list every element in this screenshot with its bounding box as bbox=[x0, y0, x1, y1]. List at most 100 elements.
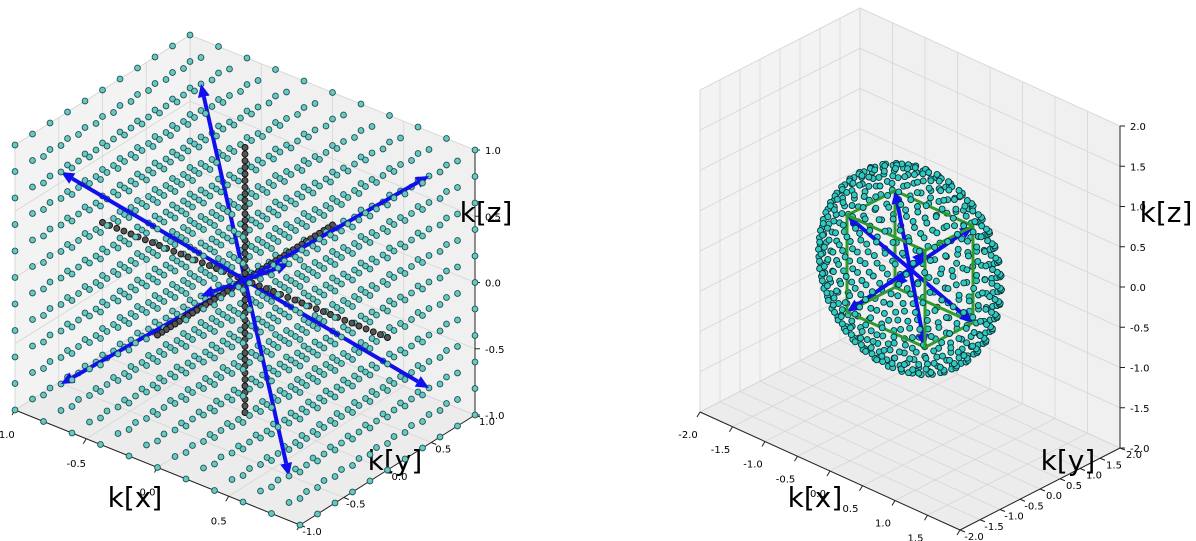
data-point bbox=[167, 344, 174, 351]
data-point bbox=[143, 229, 150, 237]
data-point bbox=[230, 121, 238, 129]
data-point bbox=[425, 278, 433, 286]
data-point bbox=[970, 329, 978, 336]
data-point bbox=[292, 333, 299, 340]
data-point bbox=[228, 370, 236, 377]
data-point bbox=[309, 242, 317, 250]
data-point bbox=[182, 396, 190, 403]
data-point bbox=[902, 270, 910, 278]
data-point bbox=[68, 403, 76, 410]
data-point bbox=[303, 461, 310, 469]
data-point bbox=[125, 267, 133, 274]
data-point bbox=[92, 252, 100, 260]
data-point bbox=[134, 64, 141, 72]
data-point bbox=[894, 316, 902, 324]
data-point bbox=[379, 410, 387, 418]
data-point bbox=[252, 378, 260, 386]
data-point bbox=[241, 183, 249, 191]
data-point bbox=[186, 111, 194, 118]
data-point bbox=[867, 304, 875, 312]
data-point bbox=[880, 309, 888, 317]
data-point bbox=[173, 151, 181, 159]
data-point bbox=[292, 359, 299, 367]
data-point bbox=[64, 214, 71, 222]
data-point bbox=[200, 279, 207, 286]
data-point bbox=[226, 65, 233, 73]
data-point bbox=[436, 354, 444, 361]
data-point bbox=[191, 87, 198, 95]
data-point bbox=[839, 247, 847, 255]
data-point bbox=[847, 331, 855, 339]
data-point bbox=[217, 241, 225, 249]
data-point bbox=[296, 389, 304, 396]
data-point bbox=[349, 276, 356, 284]
data-point bbox=[257, 222, 264, 230]
data-point bbox=[338, 280, 345, 288]
data-point bbox=[915, 247, 923, 255]
data-point bbox=[320, 344, 328, 352]
data-point bbox=[285, 340, 293, 347]
data-point bbox=[272, 278, 279, 285]
y-tick-label: 2.0 bbox=[1126, 450, 1142, 461]
data-point bbox=[984, 237, 992, 245]
data-point bbox=[872, 193, 880, 201]
data-point bbox=[202, 216, 209, 223]
data-point bbox=[857, 334, 865, 342]
data-point bbox=[257, 461, 264, 468]
data-point bbox=[862, 347, 870, 355]
data-point bbox=[973, 243, 981, 251]
data-point bbox=[454, 157, 461, 165]
data-point bbox=[257, 249, 264, 256]
data-point bbox=[873, 259, 881, 267]
data-point bbox=[938, 339, 946, 347]
data-point bbox=[860, 193, 868, 200]
cube-edge bbox=[893, 189, 975, 228]
data-point bbox=[134, 276, 141, 284]
data-point bbox=[949, 303, 957, 311]
data-point bbox=[366, 212, 374, 220]
data-point bbox=[408, 289, 415, 297]
data-point bbox=[11, 406, 19, 414]
data-point bbox=[200, 305, 207, 313]
data-point bbox=[189, 230, 196, 237]
data-point bbox=[963, 266, 971, 274]
data-point bbox=[401, 190, 409, 198]
data-point bbox=[81, 230, 89, 237]
data-point bbox=[274, 476, 282, 484]
y-tick bbox=[1079, 468, 1086, 471]
data-point bbox=[224, 340, 231, 348]
data-point bbox=[211, 354, 218, 362]
data-point bbox=[162, 76, 170, 83]
data-point bbox=[283, 221, 290, 228]
data-point bbox=[397, 161, 404, 168]
data-point bbox=[338, 413, 345, 420]
data-point bbox=[64, 241, 71, 248]
data-point bbox=[932, 213, 940, 221]
data-point bbox=[842, 273, 850, 280]
data-point bbox=[254, 183, 262, 190]
data-point bbox=[425, 225, 433, 233]
data-point bbox=[272, 198, 279, 206]
data-point bbox=[911, 224, 918, 231]
data-point bbox=[246, 200, 253, 207]
data-point bbox=[397, 346, 404, 354]
data-point bbox=[169, 228, 176, 235]
data-point bbox=[338, 333, 345, 341]
data-point bbox=[471, 146, 479, 154]
data-point bbox=[311, 100, 319, 107]
data-point bbox=[86, 286, 93, 293]
data-point bbox=[97, 361, 104, 369]
data-point bbox=[919, 177, 927, 185]
data-point bbox=[300, 77, 308, 85]
data-point bbox=[294, 190, 301, 198]
data-point bbox=[454, 343, 461, 350]
data-point bbox=[169, 95, 176, 103]
data-point bbox=[862, 281, 870, 289]
data-point bbox=[408, 210, 415, 217]
data-point bbox=[252, 246, 260, 253]
data-point bbox=[276, 201, 284, 209]
data-point bbox=[862, 321, 870, 329]
data-point bbox=[274, 344, 282, 351]
data-point bbox=[154, 411, 161, 418]
data-point bbox=[143, 176, 150, 184]
